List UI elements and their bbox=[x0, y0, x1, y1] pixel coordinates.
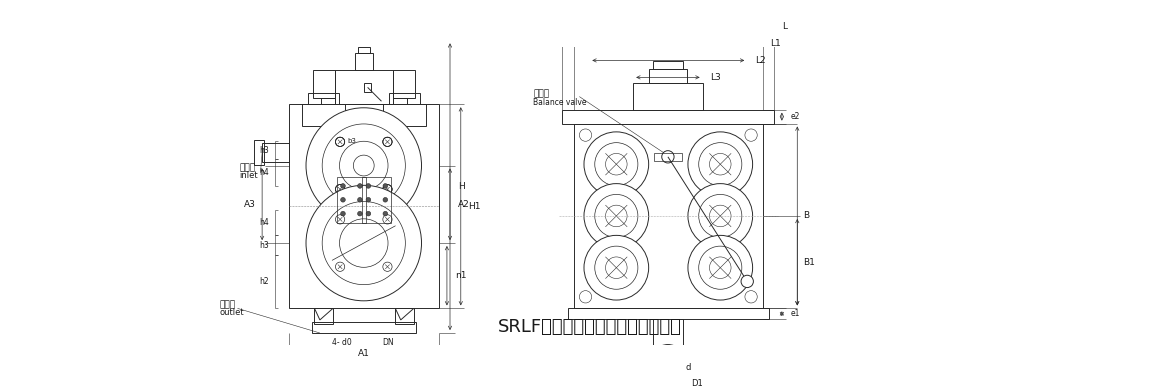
Bar bbox=[362, 177, 391, 223]
Circle shape bbox=[595, 143, 638, 186]
Circle shape bbox=[366, 211, 370, 216]
Circle shape bbox=[661, 151, 674, 163]
Text: 进油口: 进油口 bbox=[239, 164, 255, 173]
Bar bbox=[389, 93, 420, 104]
Bar bbox=[652, 319, 683, 362]
Text: h4: h4 bbox=[259, 168, 269, 177]
Bar bbox=[302, 104, 345, 126]
Circle shape bbox=[366, 184, 370, 188]
Circle shape bbox=[340, 197, 345, 202]
Circle shape bbox=[584, 184, 649, 248]
Bar bbox=[649, 69, 688, 83]
Bar bbox=[634, 83, 703, 110]
Bar bbox=[654, 153, 682, 161]
Bar bbox=[354, 53, 373, 70]
Circle shape bbox=[710, 257, 731, 279]
Text: outlet: outlet bbox=[220, 308, 245, 317]
Circle shape bbox=[383, 184, 388, 188]
Bar bbox=[313, 70, 335, 98]
Bar bbox=[562, 110, 774, 123]
Text: h3: h3 bbox=[259, 146, 269, 155]
Circle shape bbox=[699, 194, 742, 237]
Text: inlet: inlet bbox=[239, 171, 258, 180]
Circle shape bbox=[699, 143, 742, 186]
Bar bbox=[393, 98, 407, 104]
Text: L2: L2 bbox=[754, 56, 766, 65]
Text: DN: DN bbox=[383, 338, 394, 347]
Circle shape bbox=[710, 153, 731, 175]
Bar bbox=[254, 140, 263, 165]
Circle shape bbox=[383, 211, 388, 216]
Bar bbox=[653, 61, 683, 69]
Circle shape bbox=[584, 132, 649, 197]
Bar bbox=[396, 308, 414, 324]
Circle shape bbox=[710, 205, 731, 227]
Text: H: H bbox=[458, 182, 465, 191]
Bar bbox=[312, 322, 416, 333]
Text: 出油口: 出油口 bbox=[220, 301, 236, 310]
Circle shape bbox=[651, 345, 685, 378]
Circle shape bbox=[358, 197, 362, 202]
Text: L1: L1 bbox=[770, 39, 781, 48]
Bar bbox=[568, 308, 769, 319]
Bar bbox=[289, 104, 439, 308]
Circle shape bbox=[606, 153, 627, 175]
Circle shape bbox=[688, 184, 752, 248]
Text: L3: L3 bbox=[711, 73, 721, 82]
Bar bbox=[393, 70, 415, 98]
Text: L: L bbox=[782, 22, 787, 31]
Text: e2: e2 bbox=[791, 112, 800, 121]
Bar bbox=[314, 308, 334, 324]
Circle shape bbox=[595, 246, 638, 289]
Text: A2: A2 bbox=[458, 200, 469, 209]
Text: B: B bbox=[804, 211, 810, 220]
Text: B1: B1 bbox=[804, 258, 815, 267]
Bar bbox=[358, 47, 370, 53]
Bar bbox=[321, 98, 335, 104]
Circle shape bbox=[745, 291, 757, 303]
Circle shape bbox=[358, 184, 362, 188]
Circle shape bbox=[595, 194, 638, 237]
Text: d: d bbox=[685, 363, 691, 372]
Bar bbox=[574, 123, 762, 308]
Text: 4- d0: 4- d0 bbox=[332, 338, 352, 347]
Circle shape bbox=[745, 129, 757, 141]
Circle shape bbox=[606, 257, 627, 279]
Circle shape bbox=[580, 291, 592, 303]
Bar bbox=[262, 143, 289, 162]
Bar bbox=[337, 177, 366, 223]
Circle shape bbox=[340, 211, 345, 216]
Text: SRLF系列安装外形尺寸（可定制）: SRLF系列安装外形尺寸（可定制） bbox=[498, 318, 681, 336]
Circle shape bbox=[366, 197, 370, 202]
Circle shape bbox=[306, 108, 422, 223]
Circle shape bbox=[584, 236, 649, 300]
Circle shape bbox=[580, 129, 592, 141]
Text: Balance valve: Balance valve bbox=[534, 97, 586, 106]
Bar bbox=[363, 83, 371, 92]
Circle shape bbox=[688, 132, 752, 197]
Text: h2: h2 bbox=[260, 277, 269, 286]
Text: h4: h4 bbox=[259, 218, 269, 227]
Text: D1: D1 bbox=[691, 379, 703, 388]
Text: n1: n1 bbox=[454, 271, 466, 280]
Bar bbox=[335, 70, 393, 104]
Text: A3: A3 bbox=[244, 200, 256, 209]
Circle shape bbox=[383, 197, 388, 202]
Circle shape bbox=[688, 236, 752, 300]
Text: 平衡阀: 平衡阀 bbox=[534, 90, 550, 99]
Circle shape bbox=[699, 246, 742, 289]
Circle shape bbox=[306, 185, 422, 301]
Text: H1: H1 bbox=[468, 202, 481, 211]
Text: e1: e1 bbox=[791, 309, 800, 318]
Text: b3: b3 bbox=[347, 138, 355, 144]
Circle shape bbox=[741, 275, 753, 288]
Text: h3: h3 bbox=[259, 241, 269, 249]
Circle shape bbox=[606, 205, 627, 227]
Text: A1: A1 bbox=[358, 348, 370, 357]
Circle shape bbox=[340, 184, 345, 188]
Bar bbox=[308, 93, 339, 104]
Bar bbox=[383, 104, 427, 126]
Circle shape bbox=[358, 211, 362, 216]
